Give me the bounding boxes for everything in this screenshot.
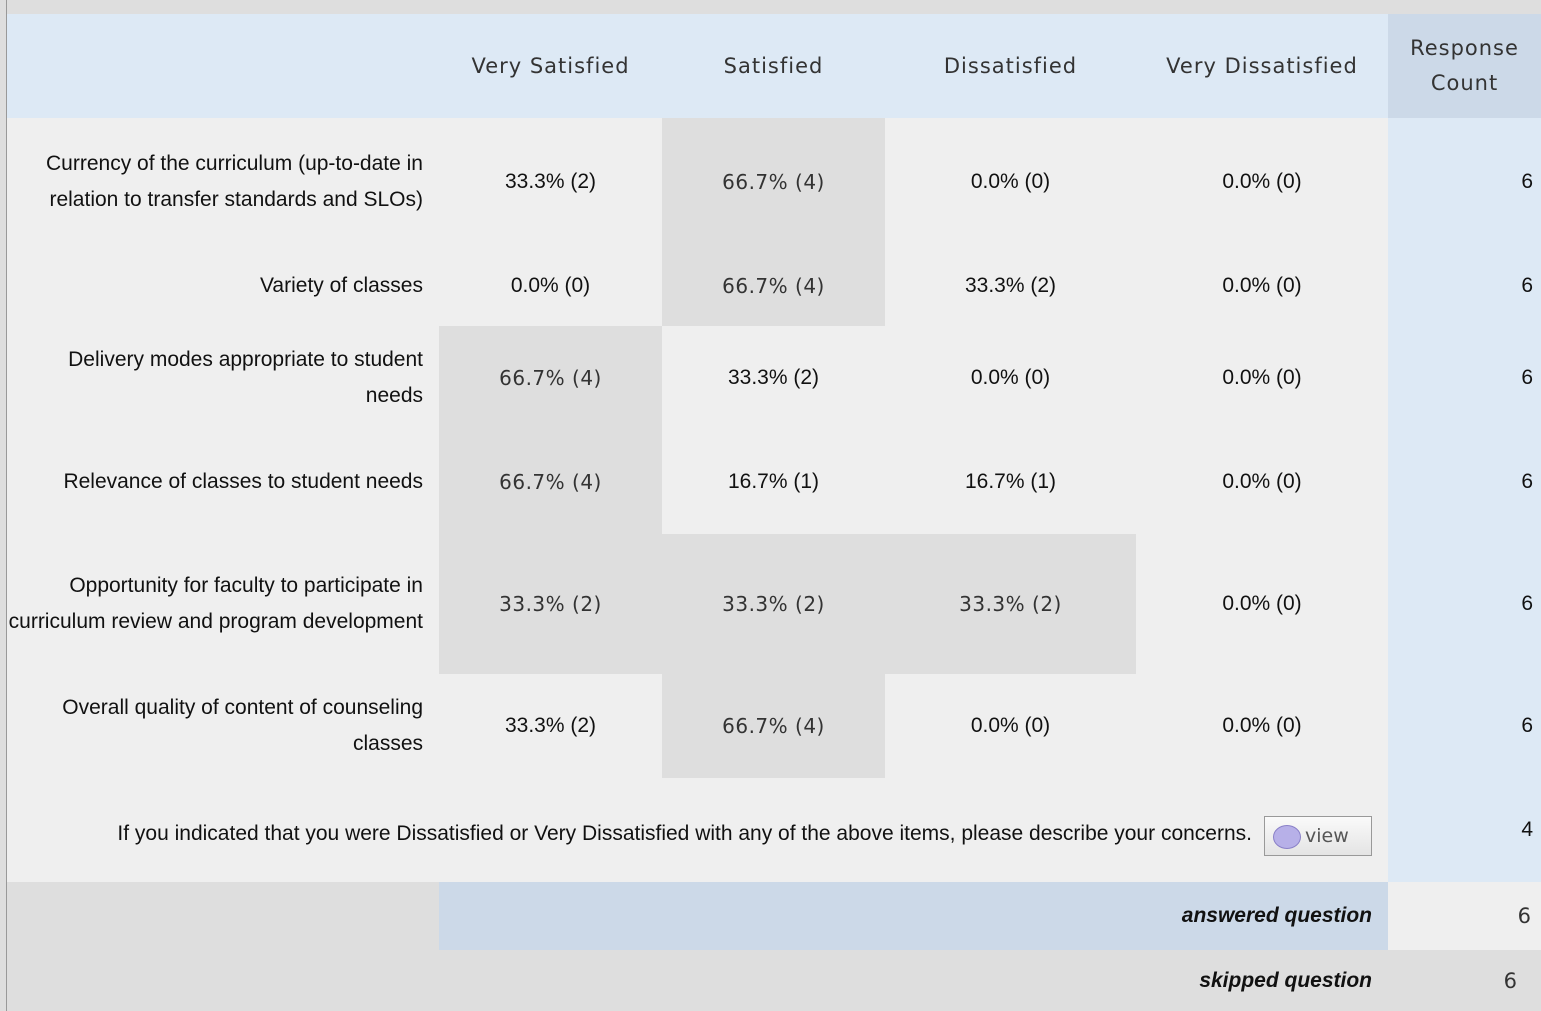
data-row: Overall quality of content of counseling… [7, 674, 1541, 778]
cell-value: 33.3% (2) [662, 326, 885, 430]
row-label: Variety of classes [7, 245, 439, 326]
header-row: Very Satisfied Satisfied Dissatisfied Very … [7, 14, 1541, 118]
cell-value: 33.3% (2) [662, 534, 885, 674]
answered-row: answered question 6 [7, 882, 1541, 950]
top-bar [0, 0, 1541, 14]
comment-label: If you indicated that you were Dissatisf… [117, 822, 1252, 845]
view-icon [1273, 824, 1301, 849]
cell-value: 66.7% (4) [662, 674, 885, 778]
cell-value: 16.7% (1) [885, 430, 1136, 534]
cell-value: 0.0% (0) [1136, 118, 1388, 245]
comment-cell: If you indicated that you were Dissatisf… [7, 778, 1388, 882]
data-row: Delivery modes appropriate to student ne… [7, 326, 1541, 430]
cell-value: 0.0% (0) [1136, 326, 1388, 430]
skipped-count: 6 [1388, 950, 1541, 1011]
cell-value: 33.3% (2) [439, 674, 662, 778]
data-row: Variety of classes 0.0% (0) 66.7% (4) 33.3%… [7, 245, 1541, 326]
column-header: Response Count [1388, 14, 1541, 118]
row-label: Currency of the curriculum (up-to-date i… [7, 118, 439, 245]
cell-value: 0.0% (0) [885, 674, 1136, 778]
row-label: Relevance of classes to student needs [7, 430, 439, 534]
cell-value: 66.7% (4) [439, 430, 662, 534]
cell-value: 0.0% (0) [885, 326, 1136, 430]
view-button[interactable]: view [1264, 816, 1372, 856]
response-count: 6 [1388, 118, 1541, 245]
comment-row: If you indicated that you were Dissatisf… [7, 778, 1541, 882]
cell-value: 33.3% (2) [885, 534, 1136, 674]
skipped-label: skipped question [7, 950, 1388, 1011]
cell-value: 0.0% (0) [439, 245, 662, 326]
survey-table: Very Satisfied Satisfied Dissatisfied Very … [7, 14, 1541, 1011]
cell-value: 16.7% (1) [662, 430, 885, 534]
cell-value: 66.7% (4) [662, 245, 885, 326]
response-count: 4 [1388, 778, 1541, 882]
row-label: Overall quality of content of counseling… [7, 674, 439, 778]
cell-value: 66.7% (4) [439, 326, 662, 430]
footer-blank [7, 882, 439, 950]
response-count: 6 [1388, 674, 1541, 778]
column-header: Very Satisfied [439, 14, 662, 118]
answered-label: answered question [439, 882, 1388, 950]
cell-value: 0.0% (0) [1136, 534, 1388, 674]
table-body: Very Satisfied Satisfied Dissatisfied Very … [7, 14, 1541, 1011]
response-count: 6 [1388, 534, 1541, 674]
left-border [6, 0, 7, 1011]
cell-value: 33.3% (2) [439, 534, 662, 674]
response-count: 6 [1388, 245, 1541, 326]
row-label: Opportunity for faculty to participate i… [7, 534, 439, 674]
answered-count: 6 [1388, 882, 1541, 950]
cell-value: 33.3% (2) [885, 245, 1136, 326]
cell-value: 66.7% (4) [662, 118, 885, 245]
cell-value: 0.0% (0) [1136, 674, 1388, 778]
row-label: Delivery modes appropriate to student ne… [7, 326, 439, 430]
cell-value: 33.3% (2) [439, 118, 662, 245]
data-row: Opportunity for faculty to participate i… [7, 534, 1541, 674]
response-count: 6 [1388, 430, 1541, 534]
view-label: view [1305, 825, 1349, 847]
column-header: Dissatisfied [885, 14, 1136, 118]
cell-value: 0.0% (0) [885, 118, 1136, 245]
comment-wrap: If you indicated that you were Dissatisf… [7, 804, 1372, 856]
column-header: Satisfied [662, 14, 885, 118]
column-header: Very Dissatisfied [1136, 14, 1388, 118]
data-row: Relevance of classes to student needs 66.… [7, 430, 1541, 534]
cell-value: 0.0% (0) [1136, 430, 1388, 534]
data-row: Currency of the curriculum (up-to-date i… [7, 118, 1541, 245]
cell-value: 0.0% (0) [1136, 245, 1388, 326]
header-blank [7, 14, 439, 118]
response-count: 6 [1388, 326, 1541, 430]
skipped-row: skipped question 6 [7, 950, 1541, 1011]
